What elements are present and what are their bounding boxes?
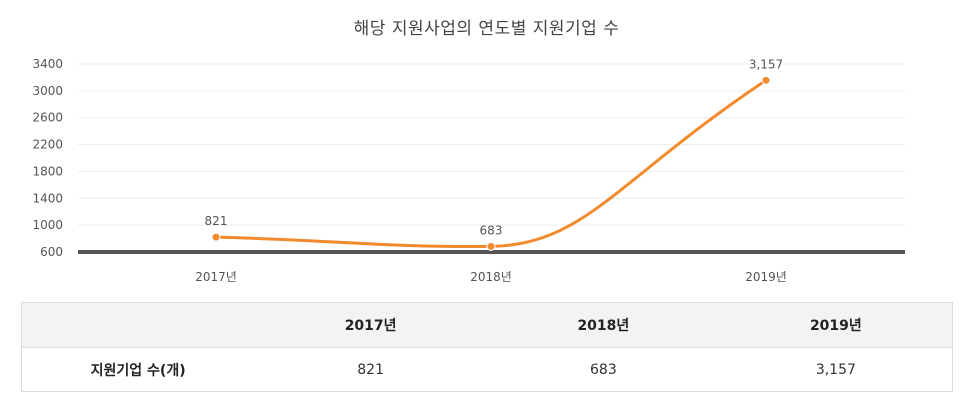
data-point: [761, 75, 771, 85]
table-cell-2019: 3,157: [719, 347, 953, 392]
data-label: 3,157: [749, 57, 783, 71]
x-tick-label: 2018년: [470, 270, 512, 284]
chart-title: 해당 지원사업의 연도별 지원기업 수: [353, 19, 620, 39]
x-tick-label: 2019년: [745, 270, 787, 284]
table-row-label: 지원기업 수(개): [21, 347, 255, 392]
y-tick-label: 1800: [32, 164, 63, 178]
data-label: 683: [480, 223, 503, 237]
data-label: 821: [205, 214, 228, 228]
y-tick-label: 3400: [32, 57, 63, 71]
y-tick-label: 3000: [32, 84, 63, 98]
table-header-2017: 2017년: [254, 302, 487, 348]
x-axis-ticks: 2017년 2018년 2019년: [195, 270, 787, 284]
table-header-2018: 2018년: [487, 302, 720, 348]
table-header-row: 2017년 2018년 2019년: [21, 302, 953, 348]
data-table: 2017년 2018년 2019년 지원기업 수(개) 821 683 3,15…: [21, 302, 953, 392]
y-tick-label: 2600: [32, 111, 63, 125]
series-line: [214, 78, 768, 249]
y-tick-label: 1000: [32, 218, 63, 232]
data-labels: 821 683 3,157: [205, 57, 784, 237]
y-tick-label: 600: [40, 245, 63, 259]
series-layer: [214, 78, 768, 249]
table-row: 지원기업 수(개) 821 683 3,157: [21, 347, 953, 392]
y-tick-label: 2200: [32, 138, 63, 152]
y-axis-ticks: 600 1000 1400 1800 2200 2600 3000 3400: [32, 57, 63, 259]
data-table-container: 2017년 2018년 2019년 지원기업 수(개) 821 683 3,15…: [21, 302, 953, 392]
data-points: [211, 75, 771, 251]
table-header-2019: 2019년: [719, 302, 953, 348]
grid-lines: [78, 63, 905, 254]
data-point: [211, 232, 221, 242]
data-point: [486, 241, 496, 251]
y-tick-label: 1400: [32, 191, 63, 205]
table-cell-2018: 683: [487, 347, 720, 392]
table-cell-2017: 821: [254, 347, 487, 392]
table-header-corner: [21, 302, 255, 348]
x-tick-label: 2017년: [195, 270, 237, 284]
